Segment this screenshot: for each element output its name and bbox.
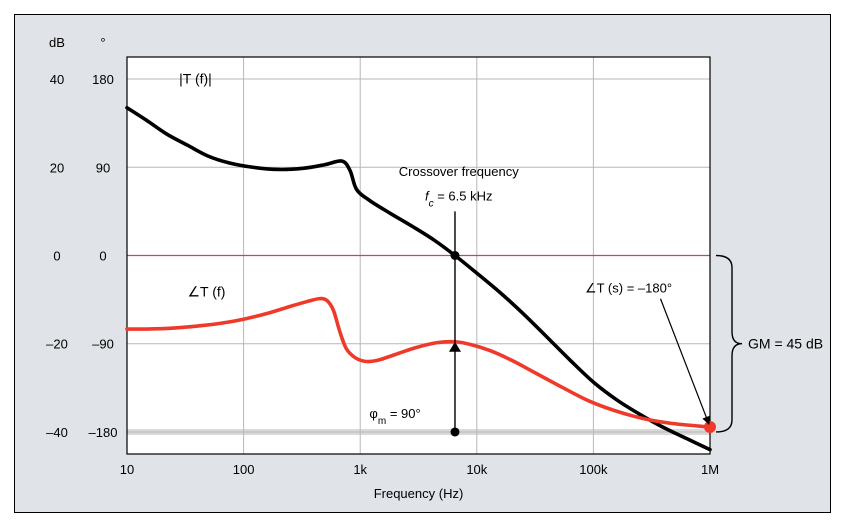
x-tick-label: 10k [466, 462, 487, 477]
y-left-tick: 40 [50, 72, 64, 87]
crossover-dot-top [450, 251, 459, 260]
x-tick-label: 100k [579, 462, 608, 477]
y-right-tick: 90 [96, 160, 110, 175]
crossover-title: Crossover frequency [399, 164, 519, 179]
gain-margin-label: GM = 45 dB [748, 336, 823, 352]
y-right-tick: 180 [92, 72, 114, 87]
x-tick-label: 100 [233, 462, 255, 477]
x-axis-label: Frequency (Hz) [374, 486, 464, 501]
y-left-tick: –40 [46, 425, 68, 440]
x-tick-label: 1M [701, 462, 719, 477]
bode-chart-svg: 10 100 1k 10k 100k 1M Frequency (Hz) –40 –20 0 20 4… [15, 15, 830, 512]
x-tick-label: 10 [120, 462, 134, 477]
crossover-dot-bottom [450, 427, 459, 436]
x-tick-label: 1k [353, 462, 367, 477]
y-right-tick: –90 [92, 337, 114, 352]
y-left-unit: dB [49, 35, 65, 50]
y-right-unit: ° [100, 35, 105, 50]
phase-label: ∠T (f) [187, 284, 225, 300]
magnitude-label: |T (f)| [179, 70, 212, 86]
phase-end-marker [704, 421, 716, 433]
phase-180-label: ∠T (s) = –180° [585, 281, 672, 296]
bode-chart-panel: 10 100 1k 10k 100k 1M Frequency (Hz) –40 –20 0 20 4… [14, 14, 831, 513]
y-left-tick: 0 [53, 249, 60, 264]
y-left-tick: 20 [50, 160, 64, 175]
y-right-tick: –180 [89, 425, 118, 440]
y-left-tick: –20 [46, 337, 68, 352]
y-right-tick: 0 [99, 249, 106, 264]
